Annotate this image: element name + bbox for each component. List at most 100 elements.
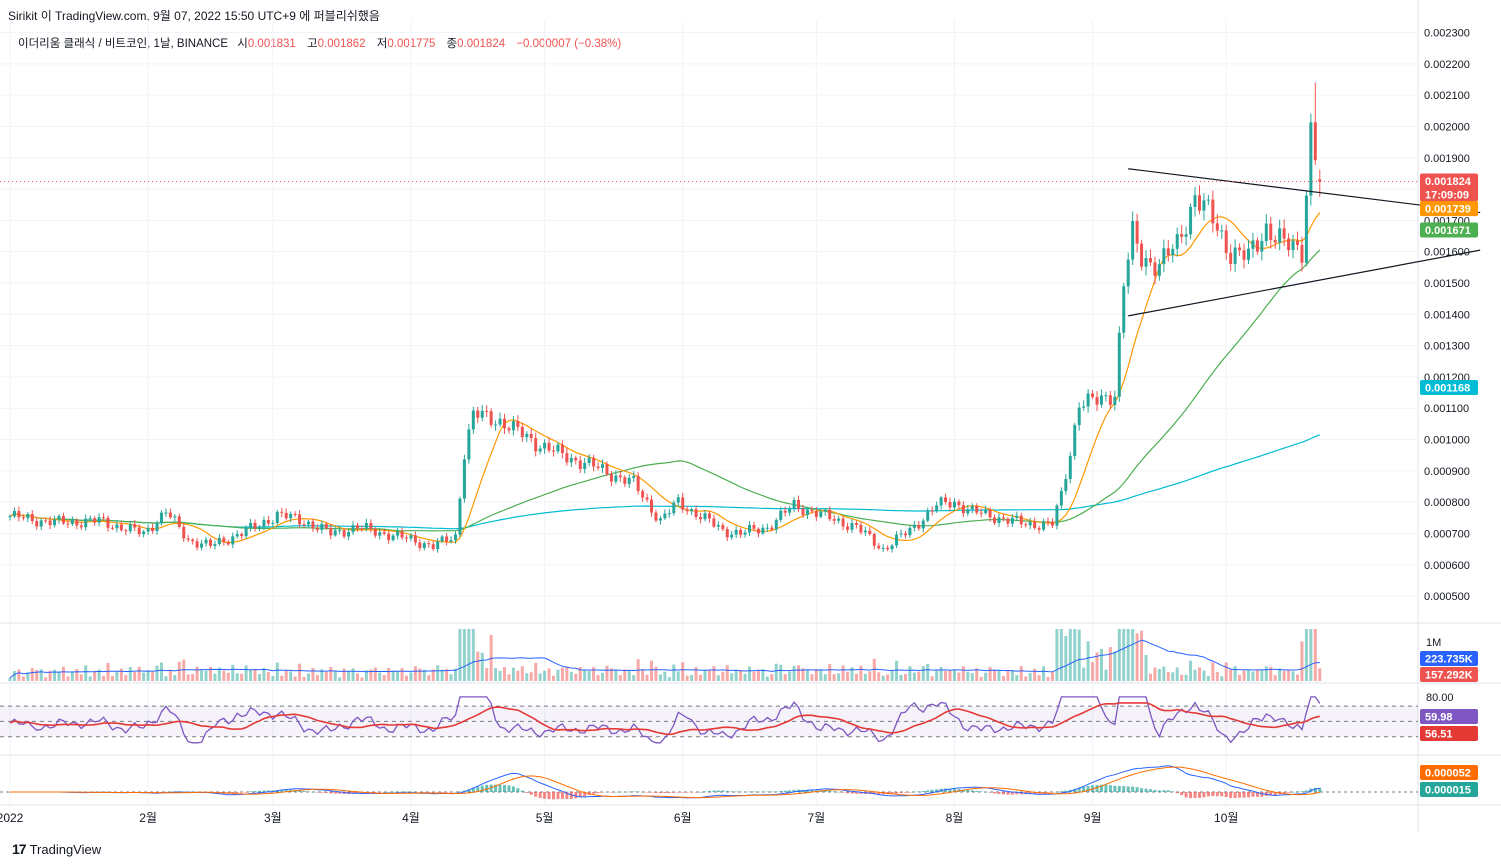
candle-body	[351, 525, 355, 533]
volume-bar	[298, 663, 302, 681]
volume-bar	[1135, 633, 1139, 681]
candle-body	[903, 533, 907, 536]
badge-volume-ma: 223.735K	[1420, 651, 1478, 666]
candle-body	[752, 525, 756, 529]
volume-bar	[355, 673, 359, 681]
candle-body	[133, 524, 137, 528]
candle-body	[641, 491, 645, 498]
volume-bar	[1082, 667, 1086, 681]
macd-hist-bar	[850, 792, 854, 794]
candle-body	[1037, 528, 1041, 530]
macd-hist-bar	[765, 791, 769, 793]
candle-body	[552, 450, 556, 452]
volume-bar	[569, 671, 573, 681]
volume-bar	[436, 665, 440, 681]
volume-bar	[903, 674, 907, 681]
ma-mid-line	[9, 249, 1321, 532]
macd-hist-bar	[984, 791, 988, 793]
volume-bar	[712, 666, 716, 681]
volume-bar	[823, 674, 827, 681]
volume-bar	[427, 675, 431, 681]
volume-bar	[587, 671, 591, 681]
volume-bar	[1006, 670, 1010, 681]
candle-body	[485, 410, 489, 412]
candle-body	[587, 457, 591, 464]
candle-body	[124, 530, 128, 532]
candle-body	[21, 517, 25, 519]
volume-bar	[1291, 671, 1295, 681]
volume-bar	[347, 671, 351, 681]
macd-hist-bar	[449, 792, 453, 793]
tradingview-footer[interactable]: 17 TradingView	[12, 841, 101, 857]
macd-hist-bar	[1015, 792, 1019, 795]
volume-scale-label: 1M	[1426, 637, 1441, 649]
candle-body	[1166, 248, 1170, 256]
time-tick-label: 7월	[807, 811, 825, 825]
macd-hist-bar	[641, 791, 645, 793]
volume-bar	[618, 675, 622, 681]
volume-bar	[1162, 666, 1166, 681]
time-tick-label: 10월	[1214, 811, 1238, 825]
candle-body	[837, 518, 841, 521]
candle-body	[507, 428, 511, 431]
time-axis[interactable]: 2022 2월 3월 4월 5월 6월 7월 8월 9월 10월	[0, 811, 1238, 825]
candle-body	[667, 513, 671, 515]
price-tick-label: 0.000600	[1424, 560, 1470, 572]
candle-body	[1313, 122, 1317, 161]
macd-hist-bar	[1135, 787, 1139, 792]
volume-bar	[886, 674, 890, 681]
volume-bar	[84, 665, 88, 681]
candle-body	[868, 530, 872, 535]
price-tick-label: 0.000800	[1424, 497, 1470, 509]
author-name[interactable]: Sirikit	[8, 9, 38, 23]
volume-bar	[1282, 670, 1286, 681]
candle-body	[556, 444, 560, 452]
macd-hist-bar	[1313, 787, 1317, 792]
candle-body	[1144, 258, 1148, 267]
macd-hist-bar	[534, 792, 538, 797]
candle-body	[93, 518, 97, 523]
volume-bar	[449, 674, 453, 681]
macd-hist-bar	[249, 791, 253, 792]
candle-body	[48, 520, 52, 526]
candle-body	[565, 453, 569, 463]
volume-bar	[716, 675, 720, 681]
volume-bar	[872, 658, 876, 681]
volume-bar	[1037, 675, 1041, 681]
symbol-title[interactable]: 이더리움 클래식 / 비트코인, 1날, BINANCE	[18, 38, 229, 50]
macd-hist-bar	[458, 791, 462, 792]
candle-body	[939, 497, 943, 506]
candle-body	[400, 531, 404, 538]
volume-bar	[342, 668, 346, 681]
candle-body	[413, 535, 417, 543]
candle-body	[324, 523, 328, 528]
time-tick-label: 8월	[946, 811, 964, 825]
macd-hist-bar	[538, 792, 542, 799]
candle-body	[1108, 395, 1112, 405]
volume-bar	[908, 666, 912, 681]
volume-bar	[1175, 667, 1179, 681]
macd-hist-bar	[1304, 790, 1308, 792]
volume-bar	[1113, 651, 1117, 681]
macd-hist-bar	[329, 792, 333, 794]
candle-body	[1278, 228, 1282, 243]
macd-hist-bar	[543, 792, 547, 799]
macd-hist-bar	[627, 791, 631, 793]
high-label: 고	[307, 38, 318, 50]
candle-body	[311, 521, 315, 529]
volume-bar	[765, 676, 769, 681]
volume-bar	[534, 662, 538, 681]
candle-body	[1238, 247, 1242, 251]
candle-body	[948, 502, 952, 508]
price-axis[interactable]: 0.002300 0.002200 0.002100 0.002000 0.001900…	[1424, 28, 1470, 604]
volume-bar	[854, 673, 858, 681]
volume-bar	[213, 673, 217, 681]
ma-mid-path	[9, 249, 1321, 532]
candle-body	[12, 510, 16, 517]
volume-bar	[1144, 655, 1148, 681]
candle-body	[244, 528, 248, 537]
candle-body	[779, 510, 783, 520]
macd-hist-bar	[565, 792, 569, 800]
candle-body	[997, 517, 1001, 524]
